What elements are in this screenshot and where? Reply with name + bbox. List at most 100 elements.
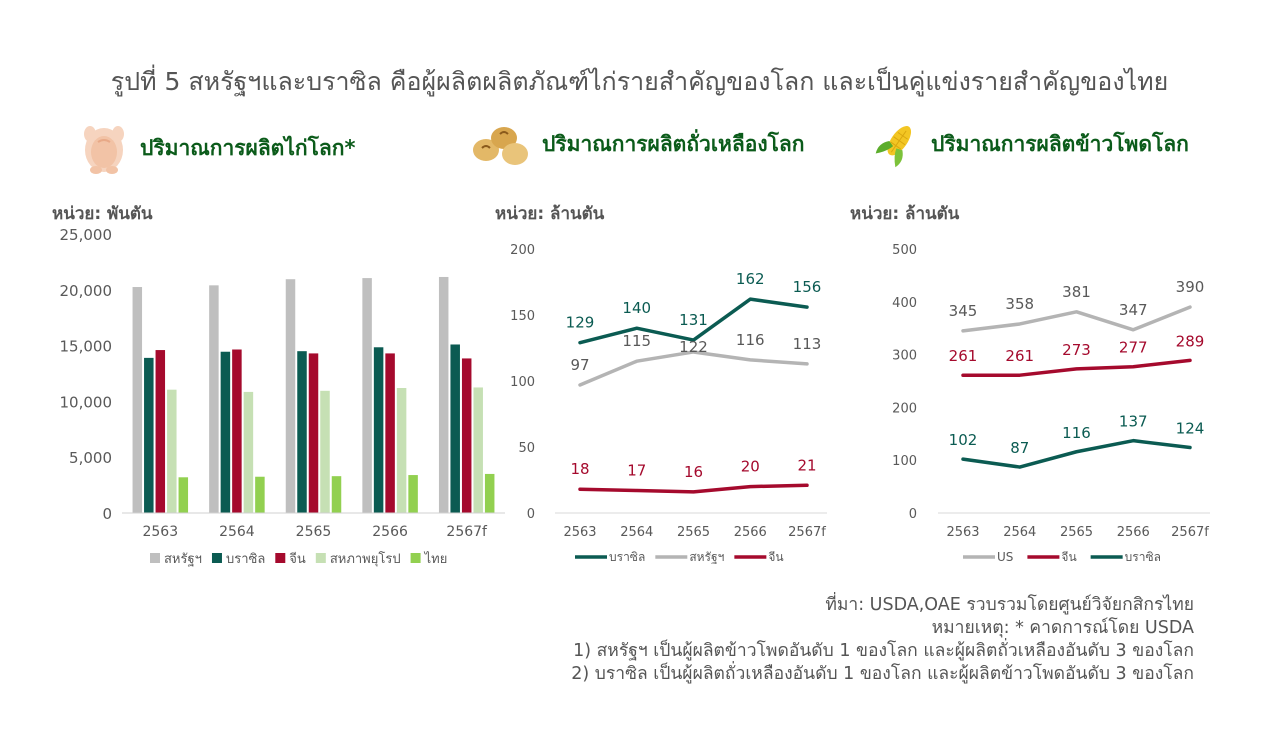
remark-text: หมายเหตุ: * คาดการณ์โดย USDA (931, 618, 1194, 638)
series-line (961, 358, 1192, 377)
bar (285, 279, 296, 513)
data-label: 20 (741, 458, 760, 476)
bar (362, 278, 372, 513)
data-label: 17 (627, 462, 646, 480)
series-line (578, 483, 809, 494)
bar (308, 353, 319, 513)
bar (450, 344, 460, 513)
panel-header-corn: ปริมาณการผลิตข้าวโพดโลก (873, 120, 1189, 168)
x-tick-label: 2564 (219, 524, 255, 540)
y-tick-label: 100 (510, 375, 535, 390)
data-label: 289 (1176, 332, 1205, 350)
y-tick-label: 50 (518, 441, 535, 456)
corn-production-line-chart: 0 100 200 300 400 500 2563 2564 2565 2566 2567f 345… (892, 243, 1210, 564)
legend-swatch (150, 553, 160, 563)
y-tick-label: 0 (909, 507, 917, 522)
data-label: 273 (1062, 341, 1091, 359)
figure-title: รูปที่ 5 สหรัฐฯและบราซิล คือผู้ผลิตผลิตภ… (110, 67, 1169, 96)
corn-icon (875, 126, 912, 168)
data-label: 129 (566, 314, 595, 332)
data-label: 381 (1062, 283, 1091, 301)
bar (167, 389, 177, 513)
x-tick-label: 2563 (563, 525, 596, 540)
bar (155, 350, 166, 513)
bar (243, 391, 254, 513)
x-tick-label: 2566 (372, 524, 408, 540)
legend-swatch (410, 553, 421, 563)
y-tick-label: 15,000 (60, 338, 113, 356)
x-tick-label: 2567f (1171, 525, 1209, 540)
bar (144, 357, 154, 513)
bar (484, 473, 495, 513)
series-line (578, 297, 809, 345)
data-label: 131 (679, 311, 708, 329)
legend-swatch (275, 553, 286, 563)
legend-swatch (315, 553, 326, 563)
data-label: 261 (1005, 347, 1034, 365)
data-label: 140 (622, 299, 651, 317)
data-label: 124 (1176, 420, 1205, 438)
y-tick-label: 0 (102, 505, 112, 523)
y-tick-label: 200 (892, 401, 917, 416)
note-2: 2) บราซิล เป็นผู้ผลิตถั่วเหลืองอันดับ 1 … (571, 664, 1194, 684)
data-label: 156 (793, 278, 822, 296)
legend-label: บราซิล (226, 552, 265, 567)
bar (396, 388, 407, 513)
data-label: 18 (570, 460, 589, 478)
panel-label-chicken: ปริมาณการผลิตไก่โลก* (140, 135, 356, 160)
panel-header-soybean: ปริมาณการผลิตถั่วเหลืองโลก (470, 120, 804, 168)
bar (461, 358, 472, 513)
unit-label-corn: หน่วย: ล้านตัน (850, 204, 960, 224)
bar (132, 287, 143, 513)
y-tick-label: 20,000 (60, 282, 113, 300)
data-label: 137 (1119, 413, 1148, 431)
x-tick-label: 2567f (788, 525, 826, 540)
legend-label: US (997, 550, 1013, 564)
x-tick-label: 2566 (1117, 525, 1150, 540)
legend-label: สหภาพยุโรป (330, 551, 401, 567)
x-tick-label: 2566 (734, 525, 767, 540)
y-tick-label: 100 (892, 454, 917, 469)
bar (255, 476, 265, 513)
bar (408, 475, 418, 513)
legend-label: บราซิล (609, 550, 645, 564)
data-label: 358 (1005, 295, 1034, 313)
bar (232, 349, 242, 513)
bar (331, 476, 342, 513)
unit-label-chicken: หน่วย: พันตัน (52, 204, 153, 224)
bar (373, 347, 384, 513)
data-label: 16 (684, 463, 703, 481)
y-tick-label: 25,000 (60, 226, 113, 244)
data-label: 116 (736, 331, 765, 349)
legend-swatch (211, 553, 222, 563)
data-label: 102 (949, 431, 978, 449)
footer-notes: ที่มา: USDA,OAE รวบรวมโดยศูนย์วิจัยกสิกร… (571, 594, 1194, 686)
data-label: 115 (622, 332, 651, 350)
x-tick-label: 2567f (446, 524, 488, 540)
legend-label: สหรัฐฯ (164, 552, 202, 567)
y-tick-label: 5,000 (69, 449, 112, 467)
unit-label-soybean: หน่วย: ล้านตัน (495, 204, 605, 224)
y-tick-label: 400 (892, 296, 917, 311)
soybean-icon (473, 127, 528, 165)
data-label: 113 (793, 335, 822, 353)
x-tick-label: 2565 (1060, 525, 1093, 540)
x-tick-label: 2565 (296, 524, 332, 540)
note-1: 1) สหรัฐฯ เป็นผู้ผลิตข้าวโพดอันดับ 1 ของ… (573, 641, 1194, 661)
x-tick-label: 2563 (142, 524, 178, 540)
y-tick-label: 10,000 (60, 393, 113, 411)
x-tick-label: 2564 (1003, 525, 1036, 540)
legend-label: ไทย (424, 551, 448, 567)
legend-label: จีน (289, 551, 306, 567)
y-tick-label: 500 (892, 243, 917, 258)
bar (320, 390, 330, 513)
y-tick-label: 200 (510, 243, 535, 258)
bar (220, 351, 231, 513)
chicken-production-bar-chart: 0 5,000 10,000 15,000 20,000 25,000 2563 2564 25… (60, 226, 505, 567)
bar (438, 276, 449, 513)
bar (385, 353, 395, 513)
y-tick-label: 300 (892, 349, 917, 364)
legend-label: จีน (768, 550, 783, 564)
data-label: 97 (570, 356, 589, 374)
legend-label: สหรัฐฯ (689, 550, 724, 564)
